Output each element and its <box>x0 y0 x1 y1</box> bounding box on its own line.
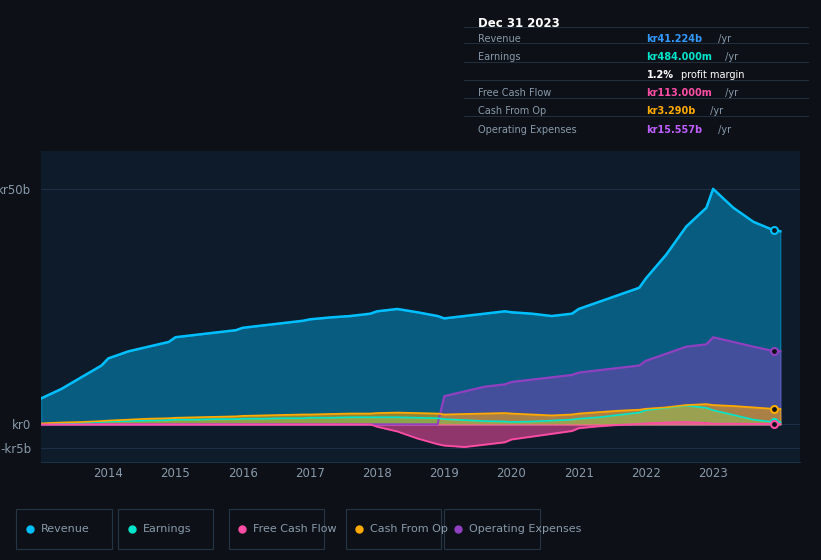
Text: Cash From Op: Cash From Op <box>370 524 448 534</box>
FancyBboxPatch shape <box>229 509 324 549</box>
Text: Revenue: Revenue <box>478 34 521 44</box>
Text: /yr: /yr <box>715 125 731 134</box>
Text: kr484.000m: kr484.000m <box>647 52 713 62</box>
Text: Earnings: Earnings <box>143 524 191 534</box>
FancyBboxPatch shape <box>346 509 442 549</box>
Text: Free Cash Flow: Free Cash Flow <box>478 88 551 98</box>
FancyBboxPatch shape <box>118 509 213 549</box>
Text: 1.2%: 1.2% <box>647 70 673 80</box>
Text: kr41.224b: kr41.224b <box>647 34 703 44</box>
Text: /yr: /yr <box>722 88 739 98</box>
Text: Revenue: Revenue <box>41 524 89 534</box>
Text: /yr: /yr <box>722 52 739 62</box>
FancyBboxPatch shape <box>16 509 112 549</box>
Text: /yr: /yr <box>715 34 731 44</box>
Text: Operating Expenses: Operating Expenses <box>469 524 581 534</box>
Text: Cash From Op: Cash From Op <box>478 106 546 116</box>
Text: Dec 31 2023: Dec 31 2023 <box>478 17 559 30</box>
Text: Free Cash Flow: Free Cash Flow <box>254 524 337 534</box>
FancyBboxPatch shape <box>444 509 540 549</box>
Text: profit margin: profit margin <box>681 70 745 80</box>
Text: Earnings: Earnings <box>478 52 521 62</box>
Text: kr113.000m: kr113.000m <box>647 88 713 98</box>
Text: Operating Expenses: Operating Expenses <box>478 125 576 134</box>
Text: kr15.557b: kr15.557b <box>647 125 703 134</box>
Text: /yr: /yr <box>708 106 723 116</box>
Text: kr3.290b: kr3.290b <box>647 106 696 116</box>
